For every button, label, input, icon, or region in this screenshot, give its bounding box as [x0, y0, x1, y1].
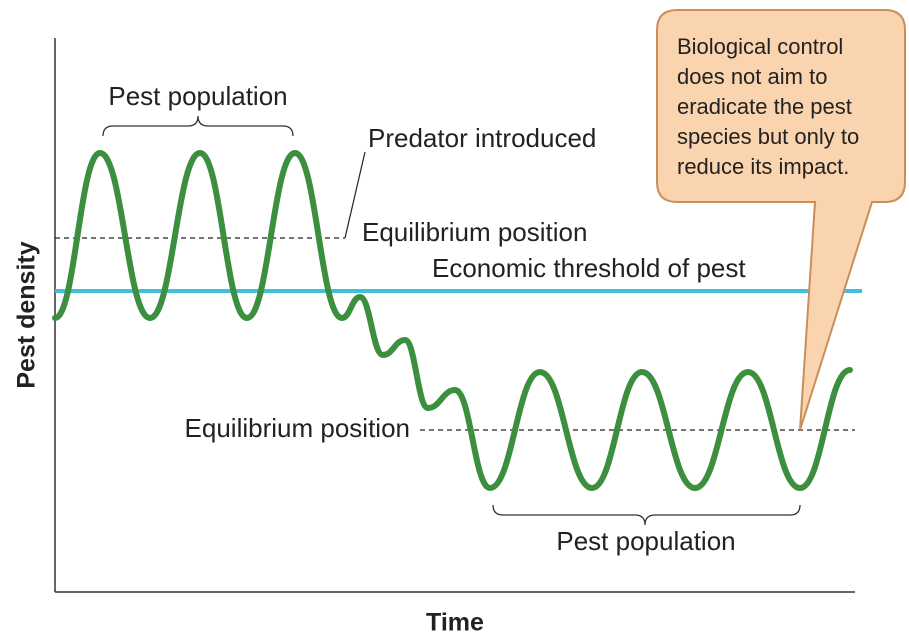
pest-curve — [52, 149, 853, 492]
label: Pest population — [108, 81, 287, 111]
label: Equilibrium position — [362, 217, 587, 247]
y-axis-label: Pest density — [13, 241, 41, 388]
x-axis-label: Time — [426, 609, 484, 637]
leader-line — [344, 151, 366, 239]
callout-line: does not aim to — [677, 64, 827, 89]
label: Predator introduced — [368, 123, 596, 153]
brace — [102, 115, 294, 137]
callout — [656, 9, 906, 431]
brace — [492, 504, 801, 526]
callout-line: reduce its impact. — [677, 154, 849, 179]
callout-line: Biological control — [677, 34, 843, 59]
label: Pest population — [556, 526, 735, 556]
label: Economic threshold of pest — [432, 253, 746, 283]
callout-line: species but only to — [677, 124, 859, 149]
callout-line: eradicate the pest — [677, 94, 852, 119]
callout-text: Biological control does not aim to eradica… — [677, 34, 859, 179]
label: Equilibrium position — [185, 413, 410, 443]
